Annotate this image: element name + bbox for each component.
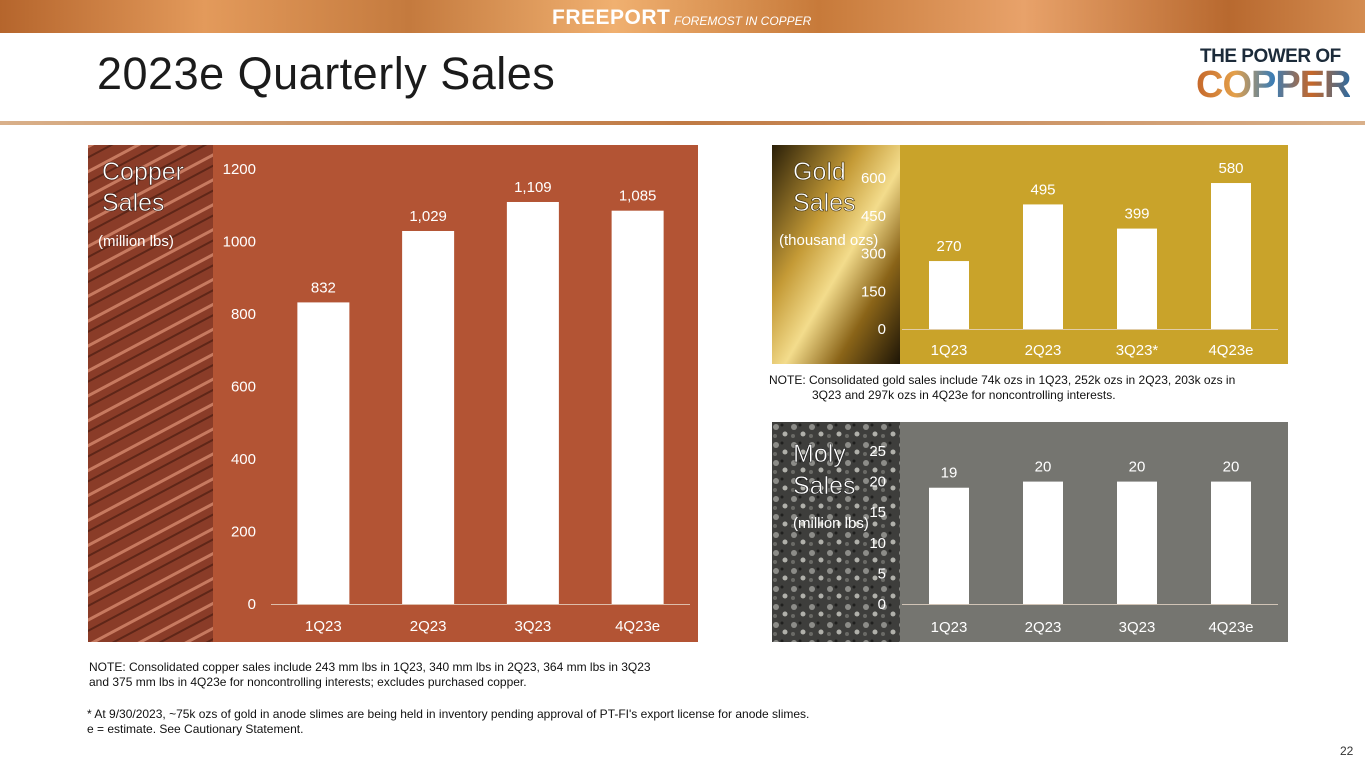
moly-category-label: 2Q23 <box>1025 619 1062 636</box>
gold-category-label: 4Q23e <box>1208 342 1253 359</box>
gold-value-label: 495 <box>1030 181 1055 198</box>
moly-bar <box>1211 481 1251 604</box>
copper-ytick-label: 600 <box>231 379 256 396</box>
copper-sales-panel: Copper Sales (million lbs) 0 200 400 600 800… <box>88 145 698 642</box>
page-title: 2023e Quarterly Sales <box>97 48 556 99</box>
gold-ytick-label: 600 <box>861 170 886 187</box>
moly-category-label: 3Q23 <box>1119 619 1156 636</box>
moly-title-line1: Moly <box>793 440 846 468</box>
copper-category-label: 1Q23 <box>305 618 342 635</box>
gold-note-line2: 3Q23 and 297k ozs in 4Q23e for noncontro… <box>812 388 1116 402</box>
moly-value-label: 20 <box>1129 459 1146 476</box>
brand-tagline: FOREMOST IN COPPER <box>674 14 812 28</box>
copper-photo <box>88 145 213 642</box>
copper-category-label: 2Q23 <box>410 618 447 635</box>
power-of-copper-logo: THE POWER OF COPPER <box>1196 46 1354 108</box>
moly-value-label: 20 <box>1223 459 1240 476</box>
copper-bar <box>611 210 664 604</box>
gold-note: NOTE: Consolidated gold sales include 74… <box>769 373 1289 403</box>
copper-note-line1: NOTE: Consolidated copper sales include … <box>89 660 651 674</box>
copper-sales-chart: Copper Sales (million lbs) 0 200 400 600 800… <box>88 145 698 642</box>
gold-category-label: 3Q23* <box>1116 342 1159 359</box>
page-number: 22 <box>1340 744 1354 758</box>
gold-plot-area: 0 150 300 450 600 270 1Q23 495 2Q23 399 3Q23* 580 4Q… <box>861 160 1278 359</box>
gold-ytick-label: 300 <box>861 246 886 263</box>
copper-ytick-label: 800 <box>231 306 256 323</box>
copper-note-line2: and 375 mm lbs in 4Q23e for noncontrolli… <box>89 675 527 689</box>
moly-photo <box>772 422 900 642</box>
footnote-estimate: e = estimate. See Cautionary Statement. <box>87 722 304 736</box>
gold-sales-chart: Gold Sales (thousand ozs) 0 150 300 450 600 2… <box>772 145 1288 364</box>
gold-ytick-label: 150 <box>861 283 886 300</box>
moly-category-label: 4Q23e <box>1208 619 1253 636</box>
gold-bar <box>1117 228 1157 329</box>
gold-ytick-label: 0 <box>878 321 886 338</box>
copper-value-label: 1,029 <box>409 208 447 225</box>
moly-value-label: 19 <box>941 465 958 482</box>
header-band: FREEPORT FOREMOST IN COPPER <box>0 0 1365 33</box>
gold-bar <box>929 261 969 329</box>
footnotes: * At 9/30/2023, ~75k ozs of gold in anod… <box>87 707 987 737</box>
gold-note-line1: NOTE: Consolidated gold sales include 74… <box>769 373 1236 387</box>
gold-photo <box>772 145 900 364</box>
moly-sales-panel: Moly Sales (million lbs) 0 5 10 15 20 25 19 1Q2… <box>772 422 1288 642</box>
copper-value-label: 1,085 <box>619 188 657 205</box>
gold-category-label: 2Q23 <box>1025 342 1062 359</box>
moly-ytick-label: 15 <box>869 504 886 521</box>
copper-note: NOTE: Consolidated copper sales include … <box>89 660 729 690</box>
moly-plot-area: 0 5 10 15 20 25 19 1Q23 20 2Q23 20 3Q23 20 4Q23e <box>869 443 1278 636</box>
moly-bar <box>1023 481 1063 604</box>
gold-unit-label: (thousand ozs) <box>779 232 878 249</box>
brand-logo: FREEPORT <box>552 6 671 29</box>
gold-bar <box>1211 183 1251 329</box>
copper-title-line1: Copper <box>102 158 184 186</box>
moly-ytick-label: 25 <box>869 443 886 460</box>
copper-title-line2: Sales <box>102 189 165 217</box>
gold-value-label: 580 <box>1218 160 1243 177</box>
logo-line1: THE POWER OF <box>1200 46 1341 67</box>
footnote-anode-slimes: * At 9/30/2023, ~75k ozs of gold in anod… <box>87 707 810 721</box>
copper-plot-area: 0 200 400 600 800 1000 1200 832 1Q23 1,029 2Q23 1,1… <box>223 161 690 635</box>
moly-bar <box>1117 481 1157 604</box>
gold-ytick-label: 450 <box>861 208 886 225</box>
copper-bar <box>402 230 455 605</box>
moly-ytick-label: 10 <box>869 535 886 552</box>
gold-title-line1: Gold <box>793 158 846 186</box>
copper-value-label: 832 <box>311 279 336 296</box>
moly-ytick-label: 0 <box>878 596 886 613</box>
copper-unit-label: (million lbs) <box>98 233 174 250</box>
copper-ytick-label: 1000 <box>223 234 256 251</box>
copper-value-label: 1,109 <box>514 179 552 196</box>
copper-ytick-label: 1200 <box>223 161 256 178</box>
copper-ytick-label: 400 <box>231 451 256 468</box>
copper-ytick-label: 0 <box>248 596 256 613</box>
moly-category-label: 1Q23 <box>931 619 968 636</box>
gold-title-line2: Sales <box>793 189 856 217</box>
header-divider <box>0 121 1365 125</box>
moly-ytick-label: 20 <box>869 474 886 491</box>
copper-ytick-label: 200 <box>231 524 256 541</box>
moly-sales-chart: Moly Sales (million lbs) 0 5 10 15 20 25 19 1Q2… <box>772 422 1288 642</box>
gold-bar <box>1023 204 1063 329</box>
copper-category-label: 4Q23e <box>615 618 660 635</box>
copper-bar <box>297 302 350 604</box>
moly-value-label: 20 <box>1035 459 1052 476</box>
moly-unit-label: (million lbs) <box>793 515 869 532</box>
gold-value-label: 270 <box>936 238 961 255</box>
gold-category-label: 1Q23 <box>931 342 968 359</box>
gold-value-label: 399 <box>1124 206 1149 223</box>
moly-title-line2: Sales <box>793 472 856 500</box>
moly-bar <box>929 487 969 604</box>
gold-sales-panel: Gold Sales (thousand ozs) 0 150 300 450 600 2… <box>772 145 1288 364</box>
logo-line2: COPPER <box>1196 64 1351 106</box>
copper-bar <box>506 201 559 605</box>
copper-category-label: 3Q23 <box>515 618 552 635</box>
moly-ytick-label: 5 <box>878 565 886 582</box>
